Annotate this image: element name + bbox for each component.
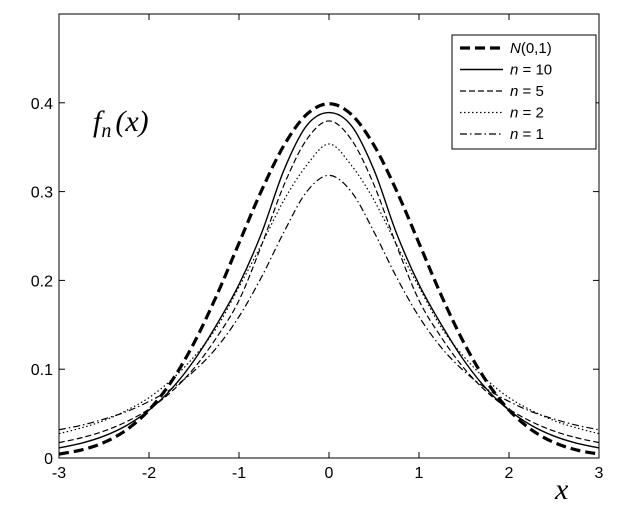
legend-label: n = 2	[510, 105, 544, 122]
y-tick-label: 0.2	[31, 273, 53, 290]
series-line-n-0-1	[58, 102, 600, 456]
legend-label-italic: n	[510, 62, 518, 79]
legend-label-rest: = 10	[518, 62, 552, 79]
legend-label-italic: n	[510, 83, 518, 100]
function-argument: (x)	[115, 105, 148, 138]
y-tick-label: 0	[44, 451, 53, 468]
y-tick-label: 0.4	[31, 96, 53, 113]
legend-label-rest: = 1	[518, 126, 543, 143]
x-tick-label: -3	[52, 465, 66, 482]
y-tick-label: 0.1	[31, 362, 53, 379]
series-line-n-1	[58, 174, 600, 431]
legend-label-rest: = 2	[518, 105, 543, 122]
legend-label: N(0,1)	[510, 40, 552, 57]
x-tick-label: 0	[325, 465, 334, 482]
function-subscript: n	[101, 120, 111, 142]
series-line-n-5	[58, 120, 600, 444]
y-tick-label: 0.3	[31, 185, 53, 202]
legend-label-italic: N	[510, 40, 521, 57]
legend-label: n = 5	[510, 83, 544, 100]
x-tick-label: 1	[415, 465, 424, 482]
legend: N(0,1)n = 10n = 5n = 2n = 1	[451, 34, 597, 150]
legend-label-italic: n	[510, 126, 518, 143]
legend-entries: N(0,1)n = 10n = 5n = 2n = 1	[460, 40, 552, 143]
function-annotation: fn (x)	[93, 105, 149, 142]
legend-label-rest: = 5	[518, 83, 543, 100]
axis-ticks: -3 -2 -1 0 1 2 3 0 0.1 0.2 0.3 0.4	[31, 14, 604, 482]
legend-label-italic: n	[510, 105, 518, 122]
x-tick-label: 2	[505, 465, 514, 482]
x-tick-label: -1	[232, 465, 246, 482]
legend-label-rest: (0,1)	[521, 40, 552, 57]
legend-box	[451, 34, 597, 150]
legend-label: n = 1	[510, 126, 544, 143]
legend-label: n = 10	[510, 62, 552, 79]
x-tick-label: 3	[595, 465, 604, 482]
series-line-n-2	[58, 143, 600, 435]
x-axis-label: x	[554, 473, 569, 506]
curves-layer	[58, 102, 600, 456]
x-tick-label: -2	[142, 465, 156, 482]
